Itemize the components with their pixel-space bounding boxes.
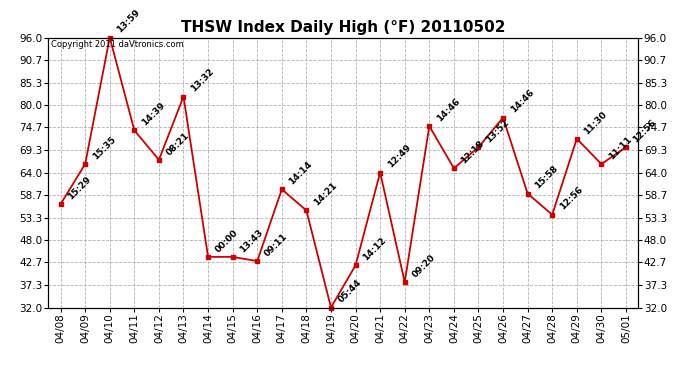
Text: 11:30: 11:30 bbox=[582, 110, 609, 136]
Text: 12:56: 12:56 bbox=[631, 118, 658, 144]
Text: 12:56: 12:56 bbox=[558, 185, 584, 212]
Text: 14:14: 14:14 bbox=[287, 160, 314, 187]
Text: 00:00: 00:00 bbox=[214, 228, 240, 254]
Text: 14:12: 14:12 bbox=[361, 236, 388, 262]
Text: 14:39: 14:39 bbox=[140, 101, 167, 128]
Text: 13:43: 13:43 bbox=[238, 227, 265, 254]
Text: 09:11: 09:11 bbox=[263, 232, 289, 258]
Text: Copyright 2011 daVtronics.com: Copyright 2011 daVtronics.com bbox=[51, 40, 184, 49]
Text: 11:11: 11:11 bbox=[607, 135, 633, 161]
Text: 15:29: 15:29 bbox=[66, 175, 93, 201]
Text: 05:44: 05:44 bbox=[337, 278, 363, 305]
Text: 14:46: 14:46 bbox=[435, 96, 462, 123]
Text: 13:32: 13:32 bbox=[189, 67, 216, 94]
Title: THSW Index Daily High (°F) 20110502: THSW Index Daily High (°F) 20110502 bbox=[181, 20, 506, 35]
Text: 12:18: 12:18 bbox=[460, 139, 486, 165]
Text: 13:52: 13:52 bbox=[484, 118, 511, 144]
Text: 14:46: 14:46 bbox=[509, 88, 535, 115]
Text: 13:59: 13:59 bbox=[115, 8, 142, 35]
Text: 15:35: 15:35 bbox=[90, 135, 117, 161]
Text: 15:58: 15:58 bbox=[533, 164, 560, 191]
Text: 14:21: 14:21 bbox=[312, 181, 339, 208]
Text: 12:49: 12:49 bbox=[386, 143, 413, 170]
Text: 08:21: 08:21 bbox=[164, 130, 191, 157]
Text: 09:20: 09:20 bbox=[411, 253, 437, 279]
